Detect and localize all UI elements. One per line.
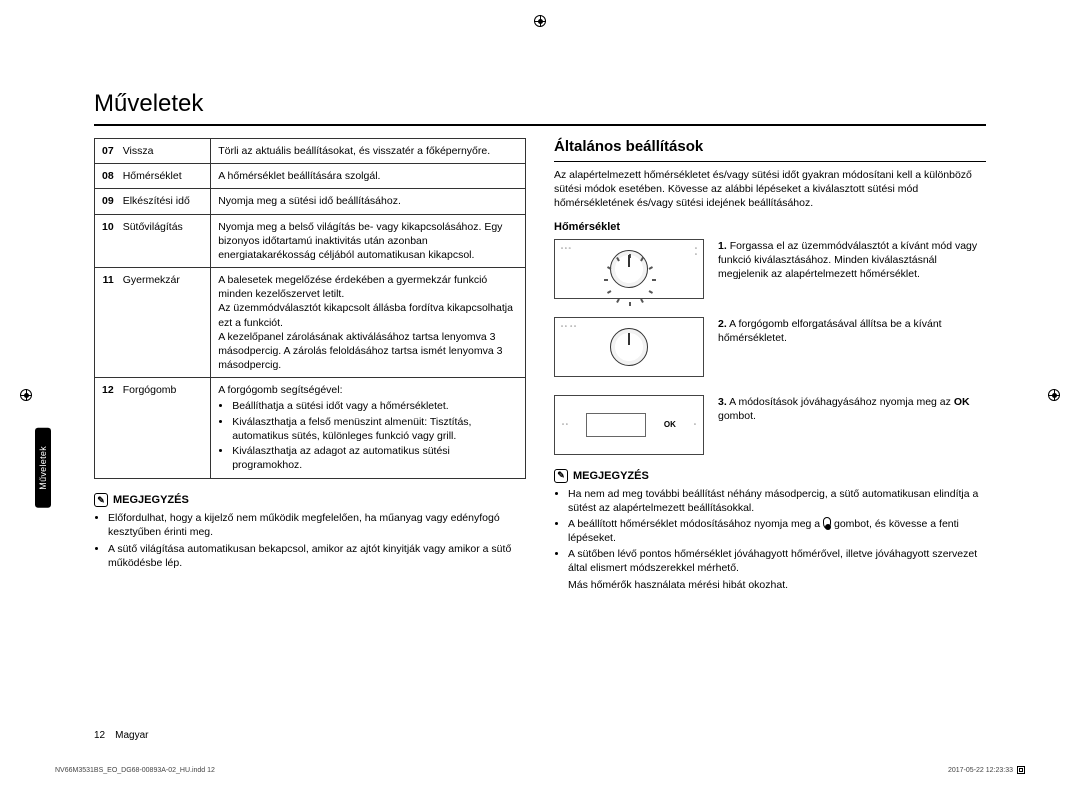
left-notes: Előfordulhat, hogy a kijelző nem működik… — [94, 511, 526, 570]
step-3: ▫ ▫ OK ▫ 3. A módosítások jóváhagyásához… — [554, 395, 986, 455]
crop-mark-left — [20, 389, 32, 401]
list-item: Ha nem ad meg további beállítást néhány … — [568, 487, 986, 515]
row-desc: Nyomja meg a sütési idő beállításához. — [211, 189, 526, 214]
right-notes: Ha nem ad meg további beállítást néhány … — [554, 487, 986, 576]
section-title: Általános beállítások — [554, 138, 986, 155]
row-num: 10 — [95, 214, 121, 268]
note-heading-left: ✎ MEGJEGYZÉS — [94, 493, 526, 507]
thermometer-icon — [823, 517, 831, 529]
ok-label: OK — [664, 420, 676, 429]
notes-tail: Más hőmérők használata mérési hibát okoz… — [568, 578, 986, 592]
panel-mode-dial: ▫ ▫ ▫▫▫ — [554, 239, 704, 299]
left-column: 07VisszaTörli az aktuális beállításokat,… — [94, 138, 526, 592]
crop-mark-top — [534, 15, 546, 27]
step-2: ▫ ▫ ▫ ▫ 2. A forgógomb elforgatásával ál… — [554, 317, 986, 377]
controls-table: 07VisszaTörli az aktuális beállításokat,… — [94, 138, 526, 479]
checkbox-icon — [1017, 766, 1025, 774]
knob-icon — [610, 250, 648, 288]
panel-temp-dial: ▫ ▫ ▫ ▫ — [554, 317, 704, 377]
footer-left: NV66M3531BS_EO_DG68-00893A-02_HU.indd 12 — [55, 767, 215, 774]
step-3-text: 3. A módosítások jóváhagyásához nyomja m… — [718, 395, 986, 423]
row-desc: A balesetek megelőzése érdekében a gyerm… — [211, 268, 526, 378]
list-item: Előfordulhat, hogy a kijelző nem működik… — [108, 511, 526, 539]
step-1-text: 1. Forgassa el az üzemmódválasztót a kív… — [718, 239, 986, 282]
footer-right: 2017-05-22 12:23:33 — [948, 766, 1025, 774]
panel-display: ▫ ▫ OK ▫ — [554, 395, 704, 455]
steps: ▫ ▫ ▫▫▫ 1. Forgassa el az üzemmódválaszt… — [554, 239, 986, 455]
row-desc: Törli az aktuális beállításokat, és viss… — [211, 139, 526, 164]
note-icon: ✎ — [94, 493, 108, 507]
step-1: ▫ ▫ ▫▫▫ 1. Forgassa el az üzemmódválaszt… — [554, 239, 986, 299]
page-content: Műveletek 07VisszaTörli az aktuális beál… — [94, 90, 986, 592]
row-name: Hőmérséklet — [121, 164, 211, 189]
display-icon — [586, 413, 646, 437]
title-rule — [94, 124, 986, 126]
row-name: Sütővilágítás — [121, 214, 211, 268]
note-heading-right: ✎ MEGJEGYZÉS — [554, 469, 986, 483]
right-column: Általános beállítások Az alapértelmezett… — [554, 138, 986, 592]
side-tab: Műveletek — [35, 428, 51, 508]
list-item: A sütőben lévő pontos hőmérséklet jóváha… — [568, 547, 986, 575]
row-desc: Nyomja meg a belső világítás be- vagy ki… — [211, 214, 526, 268]
step-2-text: 2. A forgógomb elforgatásával állítsa be… — [718, 317, 986, 345]
row-desc: A forgógomb segítségével:Beállíthatja a … — [211, 378, 526, 479]
list-item: A sütő világítása automatikusan bekapcso… — [108, 542, 526, 570]
row-name: Elkészítési idő — [121, 189, 211, 214]
list-item: A beállított hőmérséklet módosításához n… — [568, 517, 986, 545]
section-rule — [554, 161, 986, 162]
knob-icon — [610, 328, 648, 366]
row-num: 12 — [95, 378, 121, 479]
note-label: MEGJEGYZÉS — [113, 494, 189, 506]
subheading: Hőmérséklet — [554, 221, 986, 233]
note-icon: ✎ — [554, 469, 568, 483]
row-desc: A hőmérséklet beállítására szolgál. — [211, 164, 526, 189]
row-name: Vissza — [121, 139, 211, 164]
row-num: 07 — [95, 139, 121, 164]
section-intro: Az alapértelmezett hőmérsékletet és/vagy… — [554, 168, 986, 211]
row-num: 08 — [95, 164, 121, 189]
page-title: Műveletek — [94, 90, 986, 118]
row-name: Forgógomb — [121, 378, 211, 479]
page-number: 12 Magyar — [94, 730, 148, 741]
row-name: Gyermekzár — [121, 268, 211, 378]
row-num: 11 — [95, 268, 121, 378]
row-num: 09 — [95, 189, 121, 214]
note-label: MEGJEGYZÉS — [573, 470, 649, 482]
crop-mark-right — [1048, 389, 1060, 401]
